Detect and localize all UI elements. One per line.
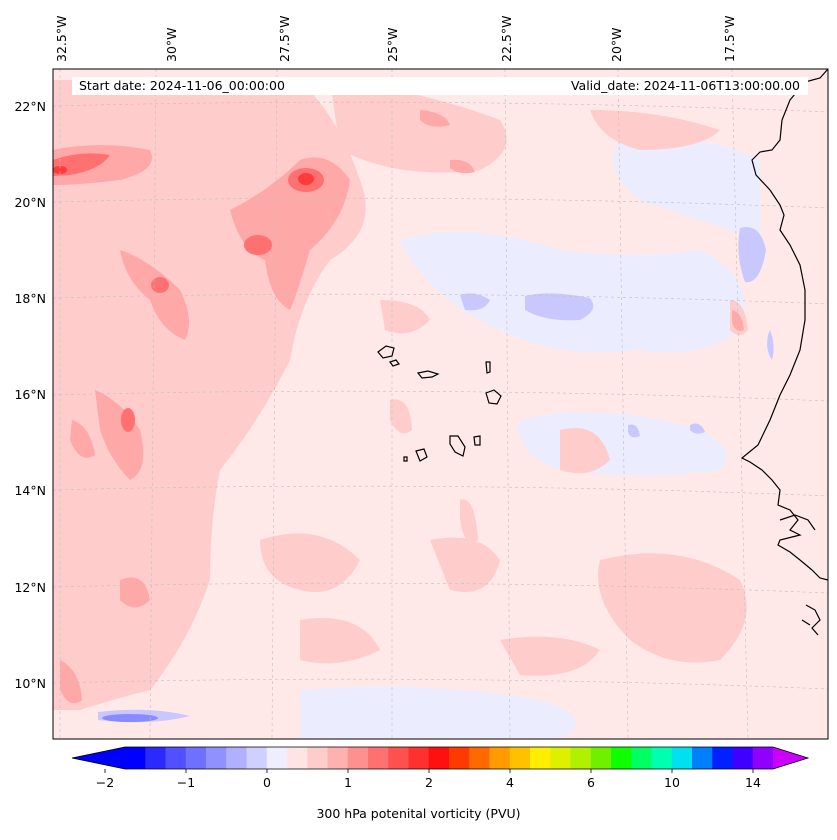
- lat-labels: 22°N 20°N 18°N 16°N 14°N 12°N 10°N: [14, 99, 46, 691]
- pv-negative-regions: [60, 137, 760, 738]
- colorbar-tick-label: 14: [745, 775, 761, 790]
- lon-label: 25°W: [385, 27, 400, 62]
- colorbar-swatch: [509, 747, 531, 769]
- colorbar-under-arrow: [72, 747, 125, 769]
- coastlines: [377, 69, 828, 636]
- colorbar-tick-label: 1: [344, 775, 352, 790]
- date-info-box: Start date: 2024-11-06_00:00:00 Valid_da…: [72, 77, 808, 95]
- pv-positive-strong: [53, 153, 324, 432]
- start-date-text: Start date: 2024-11-06_00:00:00: [79, 78, 285, 93]
- pv-positive-core: [53, 166, 314, 185]
- colorbar-swatch: [226, 747, 247, 769]
- graticule: [53, 69, 828, 739]
- island-maio: [473, 435, 481, 446]
- island-sao-nicolau: [416, 370, 440, 379]
- colorbar-tick-label: −1: [177, 775, 195, 790]
- lon-labels: 32.5°W 30°W 27.5°W 25°W 22.5°W 20°W 17.5…: [54, 16, 737, 62]
- colorbar-frame: [71, 746, 810, 770]
- colorbar-swatch: [692, 747, 713, 769]
- colorbar-swatch: [631, 747, 652, 769]
- lat-label: 14°N: [14, 483, 46, 498]
- colorbar-swatch: [185, 747, 207, 769]
- colorbar-tick-label: 4: [506, 775, 514, 790]
- colorbar-tick-label: −2: [96, 775, 114, 790]
- colorbar: [71, 746, 810, 770]
- colorbar-tick-label: 0: [263, 775, 271, 790]
- colorbar-swatch: [530, 747, 551, 769]
- valid-date-text: Valid_date: 2024-11-06T13:00:00.00: [570, 78, 800, 93]
- colorbar-swatch: [408, 747, 430, 769]
- island-sal: [485, 361, 491, 374]
- colorbar-swatch: [651, 747, 673, 769]
- lat-label: 10°N: [14, 676, 46, 691]
- colorbar-swatch: [266, 747, 288, 769]
- lat-label: 18°N: [14, 291, 46, 306]
- colorbar-label: 300 hPa potenital vorticity (PVU): [316, 806, 521, 821]
- colorbar-swatch: [550, 747, 571, 769]
- map-frame: [52, 68, 829, 740]
- colorbar-swatch: [368, 747, 389, 769]
- colorbar-over-arrow: [773, 747, 808, 769]
- colorbar-swatch: [671, 747, 693, 769]
- lon-label: 22.5°W: [499, 16, 514, 62]
- lat-label: 12°N: [14, 580, 46, 595]
- lon-label: 17.5°W: [722, 16, 737, 62]
- colorbar-swatch: [469, 747, 490, 769]
- colorbar-tick-label: 10: [664, 775, 680, 790]
- colorbar-swatch: [125, 747, 146, 769]
- colorbar-swatch: [347, 747, 369, 769]
- lat-label: 22°N: [14, 99, 46, 114]
- colorbar-ticks: −2 −1 0 1 2 4 6 10 14: [96, 769, 761, 790]
- colorbar-swatch: [206, 747, 227, 769]
- colorbar-swatch: [246, 747, 268, 769]
- island-santo-antao: [377, 345, 395, 359]
- african-coastline: [740, 69, 828, 581]
- colorbar-swatch: [307, 747, 328, 769]
- colorbar-swatch: [428, 747, 450, 769]
- island-sao-vicente: [389, 359, 400, 367]
- colorbar-swatch: [712, 747, 733, 769]
- colorbar-swatch: [570, 747, 592, 769]
- colorbar-swatch: [732, 747, 754, 769]
- colorbar-swatch: [165, 747, 187, 769]
- colorbar-swatch: [145, 747, 166, 769]
- colorbar-swatch: [327, 747, 349, 769]
- lon-label: 20°W: [609, 27, 624, 62]
- colorbar-swatch: [590, 747, 612, 769]
- lon-label: 32.5°W: [54, 16, 69, 62]
- colorbar-swatch: [611, 747, 632, 769]
- island-santiago: [449, 435, 466, 457]
- coast-detail-2: [805, 604, 821, 636]
- island-brava: [403, 456, 408, 462]
- pv-field: [53, 69, 828, 739]
- island-fogo: [415, 448, 428, 462]
- island-boa-vista: [485, 389, 502, 405]
- lat-label: 20°N: [14, 195, 46, 210]
- colorbar-swatch: [388, 747, 409, 769]
- lon-label: 27.5°W: [277, 16, 292, 62]
- colorbar-swatch: [287, 747, 308, 769]
- colorbar-tick-label: 2: [425, 775, 433, 790]
- coast-detail-3: [801, 619, 811, 626]
- lon-label: 30°W: [164, 27, 179, 62]
- colorbar-swatch: [752, 747, 774, 769]
- colorbar-swatch: [489, 747, 511, 769]
- colorbar-swatch: [449, 747, 470, 769]
- colorbar-tick-label: 6: [587, 775, 595, 790]
- coast-detail-1: [779, 514, 816, 531]
- lat-label: 16°N: [14, 387, 46, 402]
